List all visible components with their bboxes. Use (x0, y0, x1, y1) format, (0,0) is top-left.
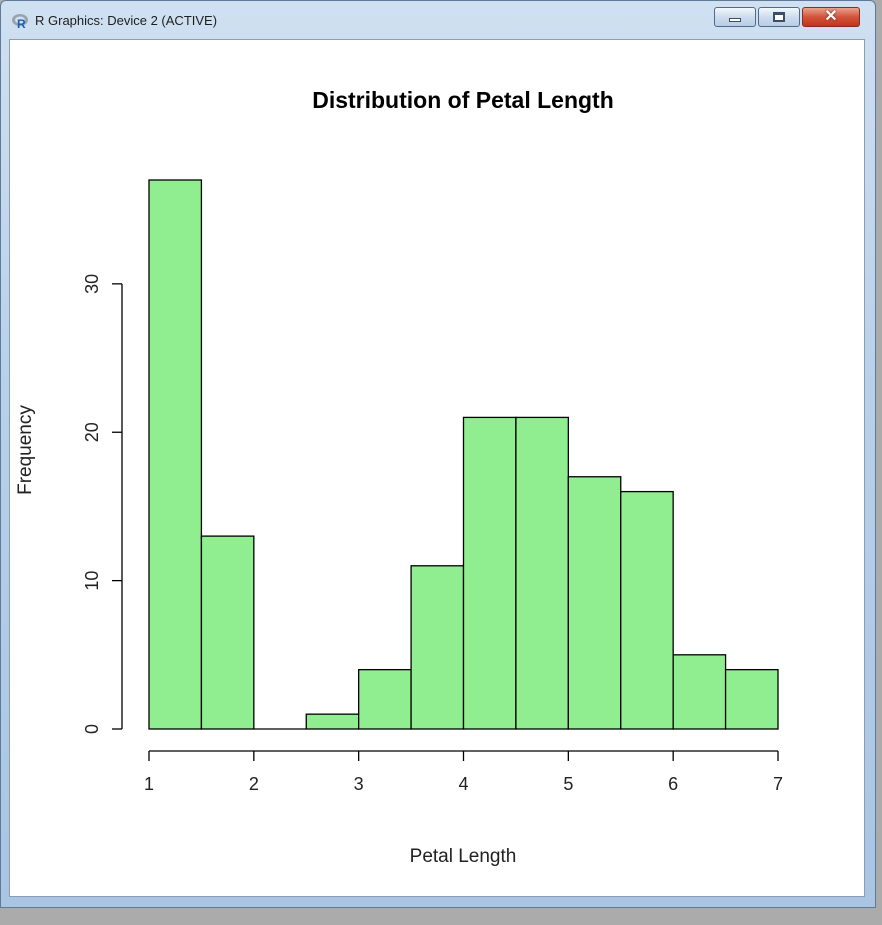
x-tick-label: 7 (773, 774, 783, 794)
histogram-bar (567, 476, 622, 730)
close-button[interactable]: ✕ (802, 7, 860, 27)
histogram-bar (620, 490, 674, 730)
close-icon: ✕ (824, 8, 838, 25)
x-tick-label: 5 (563, 774, 573, 794)
histogram-bar (462, 416, 517, 730)
y-tick-label: 0 (82, 724, 102, 734)
x-tick-label: 1 (144, 774, 154, 794)
histogram-plot: Distribution of Petal Length 0 10 20 30 1 2 3… (15, 87, 783, 867)
y-axis: 0 10 20 30 (82, 274, 123, 734)
x-axis: 1 2 3 4 5 6 7 (144, 750, 783, 794)
histogram-bar (200, 535, 255, 730)
minimize-button[interactable] (714, 7, 756, 27)
y-tick-label: 20 (82, 422, 102, 442)
x-tick-label: 6 (668, 774, 678, 794)
maximize-icon (773, 12, 785, 22)
histogram-bar (724, 668, 779, 730)
r-graphics-window: R R Graphics: Device 2 (ACTIVE) ✕ Distri… (0, 0, 876, 908)
window-title: R Graphics: Device 2 (ACTIVE) (35, 13, 218, 28)
minimize-icon (729, 18, 741, 22)
title-bar[interactable]: R R Graphics: Device 2 (ACTIVE) ✕ (1, 1, 875, 39)
x-tick-label: 3 (354, 774, 364, 794)
y-tick-label: 10 (82, 571, 102, 591)
histogram-bar (515, 416, 569, 730)
r-logo-icon: R (12, 14, 28, 30)
chart-title: Distribution of Petal Length (312, 87, 614, 113)
x-axis-label: Petal Length (410, 846, 517, 867)
bars-group (148, 179, 779, 730)
histogram-bar (305, 713, 360, 730)
histogram-bar (148, 179, 203, 730)
svg-text:R: R (17, 17, 26, 30)
histogram-bar (358, 668, 412, 730)
y-tick-label: 30 (82, 274, 102, 294)
maximize-button[interactable] (758, 7, 800, 27)
x-tick-label: 4 (458, 774, 468, 794)
x-tick-label: 2 (249, 774, 259, 794)
histogram-bar (410, 565, 465, 730)
y-axis-label: Frequency (15, 405, 36, 495)
histogram-bar (672, 654, 727, 730)
graphics-device-area: Distribution of Petal Length 0 10 20 30 1 2 3… (9, 39, 865, 897)
